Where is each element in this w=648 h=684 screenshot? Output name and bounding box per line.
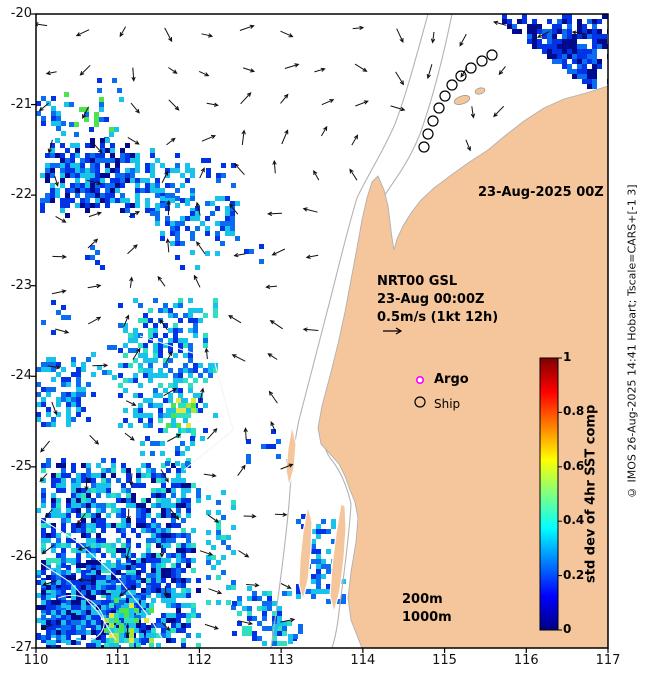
colorbar-tick-label: 0.2 — [563, 567, 585, 582]
ship-track-point — [418, 141, 430, 153]
small-island-2 — [474, 87, 486, 95]
region-line-4 — [57, 594, 105, 642]
ship-track-point — [455, 70, 467, 82]
colorbar-tick-label: 0.8 — [563, 404, 585, 419]
colorbar-tick-label: 0.6 — [563, 458, 585, 473]
bernier-dorre-islands — [285, 425, 297, 487]
colorbar — [539, 357, 562, 631]
x-tick-label: 110 — [23, 653, 49, 668]
x-tick-label: 117 — [595, 653, 621, 668]
isobath-1000m-label: 1000m — [402, 610, 452, 625]
dirk-hartog-island — [298, 505, 313, 601]
ship-track-point — [439, 90, 451, 102]
argo-marker-icon — [415, 375, 424, 384]
x-tick-label: 112 — [187, 653, 212, 668]
1000m-isobath — [270, 14, 429, 648]
sst-stddev-heatmap — [36, 14, 608, 648]
credit-text: © IMOS 26-Aug-2025 14:41 Hobart; Tscale=… — [625, 184, 639, 500]
y-tick-label: -25 — [10, 458, 32, 474]
ship-track-point — [476, 55, 488, 67]
velocity-vectors — [36, 20, 586, 638]
colorbar-tick-label: 1 — [563, 350, 572, 364]
ship-marker-icon — [414, 396, 426, 408]
legend-markers — [414, 375, 426, 408]
x-tick-label: 113 — [268, 653, 294, 668]
scale-arrow — [383, 327, 403, 335]
plot-frame — [31, 13, 609, 653]
y-tick-label: -20 — [10, 6, 32, 21]
colorbar-tick-label: 0 — [563, 622, 572, 636]
y-tick-label: -27 — [10, 640, 32, 655]
ship-track-point — [427, 115, 439, 127]
model-info-block: NRT00 GSL 23-Aug 00:00Z 0.5m/s (1kt 12h) — [377, 273, 498, 327]
ship-track-point — [422, 128, 434, 140]
colorbar-tick-label: 0.4 — [563, 513, 585, 528]
peron-peninsula — [329, 503, 347, 615]
y-tick-label: -26 — [10, 549, 32, 565]
ship-track-point — [486, 49, 498, 61]
isobath-200m-label: 200m — [402, 592, 443, 607]
y-tick-label: -24 — [10, 368, 32, 384]
valid-time-label: 23-Aug-2025 00Z — [478, 185, 604, 200]
model-name-label: NRT00 GSL — [377, 274, 458, 289]
y-tick-label: -23 — [10, 277, 32, 293]
colorbar-title: std dev of 4hr SST comp — [583, 404, 599, 584]
ship-track-point — [446, 79, 458, 91]
x-tick-label: 115 — [432, 653, 457, 668]
region-line-1 — [139, 335, 234, 471]
x-tick-label: 111 — [105, 653, 131, 668]
small-island-1 — [453, 95, 471, 105]
x-tick-label: 114 — [350, 653, 376, 668]
region-line-2 — [36, 515, 169, 648]
ship-track-point — [433, 102, 445, 114]
landmass — [285, 85, 608, 648]
y-tick-label: -21 — [10, 96, 32, 112]
bathymetry-contours — [36, 14, 453, 648]
ship-track-point — [465, 62, 477, 74]
ship-legend-label: Ship — [434, 397, 461, 411]
vector-scale-label: 0.5m/s (1kt 12h) — [377, 310, 499, 325]
x-tick-label: 116 — [513, 653, 539, 668]
mainland-coast — [317, 85, 608, 648]
y-tick-label: -22 — [10, 187, 32, 203]
model-time-label: 23-Aug 00:00Z — [377, 292, 485, 307]
argo-legend-label: Argo — [434, 372, 469, 387]
ship-track — [418, 49, 498, 153]
